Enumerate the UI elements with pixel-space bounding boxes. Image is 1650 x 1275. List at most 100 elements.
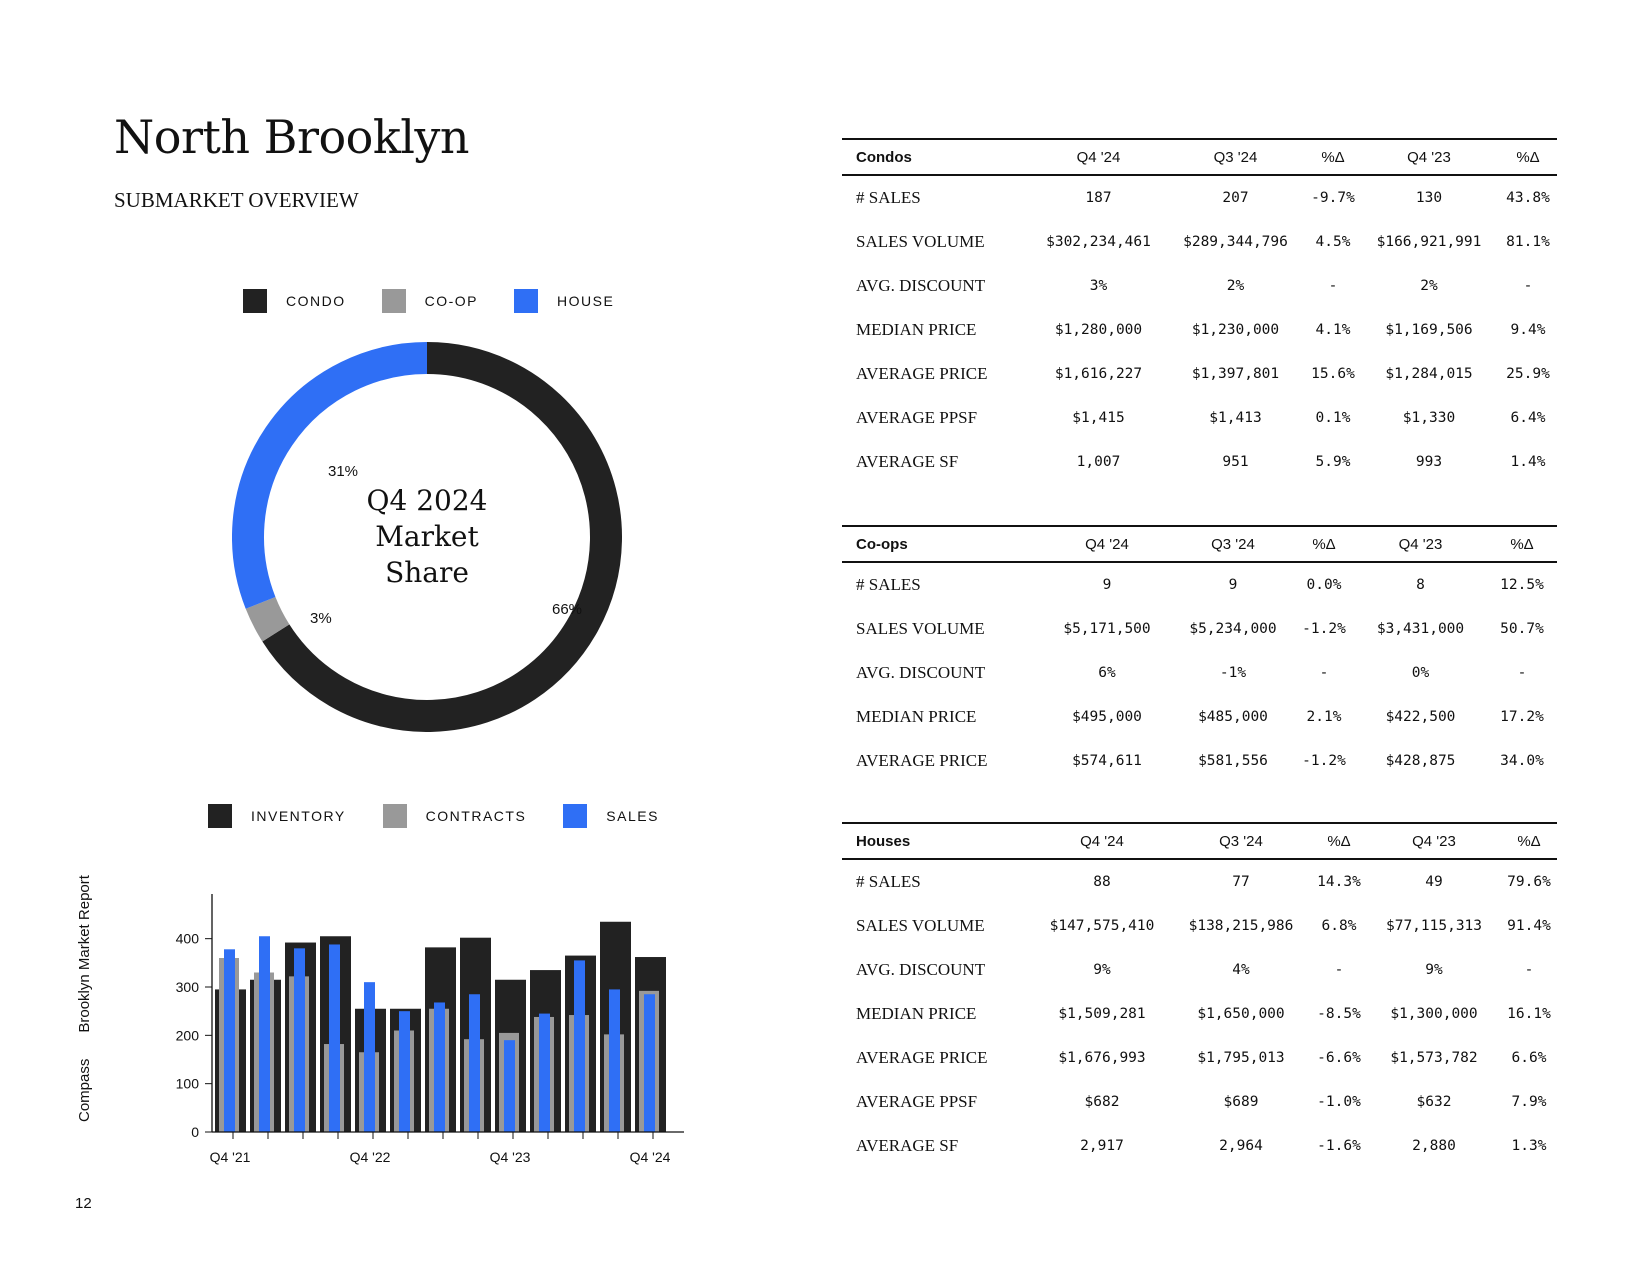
row-metric-label: AVERAGE PRICE [856,1048,988,1067]
table-cell: 5.9% [1315,454,1351,470]
table-row: AVG. DISCOUNT 3% 2% - 2% - [842,264,1557,308]
page-number: 12 [75,1195,92,1212]
column-header: %Δ [1294,525,1354,563]
table-cell: 9 [1102,577,1112,593]
table-cell: 49 [1425,874,1443,890]
table-cell: $166,921,991 [1376,234,1482,250]
table-cell: $1,330 [1402,410,1456,426]
legend-item-inventory: INVENTORY [208,804,346,828]
table-cell: 1.4% [1510,454,1546,470]
table-cell: 25.9% [1506,366,1550,382]
table-cell: $574,611 [1072,753,1142,769]
legend-swatch-sales [563,804,588,828]
row-metric-label: AVG. DISCOUNT [856,960,986,979]
table-cell: $1,300,000 [1390,1006,1478,1022]
table-cell: 79.6% [1507,874,1551,890]
table-cell: - [1523,278,1533,294]
column-header: Q4 '24 [1033,822,1171,860]
table-row: AVERAGE PRICE $1,676,993 $1,795,013 -6.6% $1… [842,1036,1557,1080]
table-cell: $1,573,782 [1390,1050,1478,1066]
column-header: Q3 '24 [1171,822,1311,860]
table-cell: $632 [1416,1094,1452,1110]
legend-label-inventory: INVENTORY [251,808,346,824]
donut-label-condo: 66% [552,601,583,618]
table-row: AVERAGE PRICE $574,611 $581,556 -1.2% $428,8… [842,739,1557,783]
coops-table-block: Co-ops Q4 '24 Q3 '24 %Δ Q4 '23 %Δ # SALE… [842,525,1557,783]
table-cell: -1.6% [1317,1138,1361,1154]
table-cell: $3,431,000 [1376,621,1465,637]
column-header: %Δ [1499,138,1557,176]
table-cell: 951 [1222,454,1249,470]
legend-swatch-condo [243,289,267,313]
column-header: %Δ [1501,822,1557,860]
quarterly-bar-chart: 0 100 200 300 400 Q4 '21 Q4 '22 Q4 '23 Q4 '24 [140,890,700,1185]
table-cell: $1,413 [1209,410,1262,426]
table-cell: -1% [1219,665,1247,681]
row-metric-label: # SALES [856,188,921,207]
table-cell: $1,650,000 [1197,1006,1285,1022]
sales-bar [469,994,480,1132]
y-tick-label: 400 [176,931,200,947]
legend-label-condo: CONDO [286,293,346,309]
table-cell: 8 [1416,577,1425,593]
side-report-label: Compass Brooklyn Market Report [76,875,93,1122]
row-metric-label: MEDIAN PRICE [856,1004,977,1023]
table-cell: 9 [1228,577,1238,593]
donut-center-line-2: Market [375,520,479,553]
table-cell: $1,795,013 [1197,1050,1285,1066]
houses-table: Houses Q4 '24 Q3 '24 %Δ Q4 '23 %Δ # SALE… [842,822,1557,1168]
table-cell: -1.0% [1317,1094,1361,1110]
table-row: AVERAGE PPSF $682 $689 -1.0% $632 7.9% [842,1080,1557,1124]
table-cell: 91.4% [1507,918,1551,934]
legend-swatch-coop [381,289,406,313]
table-cell: $682 [1084,1094,1120,1110]
table-cell: 130 [1415,190,1443,206]
table-cell: - [1319,665,1329,681]
legend-item-sales: SALES [563,804,659,828]
table-cell: $77,115,313 [1385,918,1483,934]
column-header: Q3 '24 [1164,138,1307,176]
table-cell: 4% [1232,962,1250,978]
condos-table-body: # SALES 187 207 -9.7% 130 43.8% SALES VOLUME $3… [842,175,1557,484]
table-cell: -8.5% [1317,1006,1361,1022]
table-cell: -1.2% [1302,621,1346,637]
legend-item-contracts: CONTRACTS [382,804,527,828]
table-row: # SALES 187 207 -9.7% 130 43.8% [842,175,1557,220]
legend-item-house: HOUSE [514,289,614,313]
donut-segment-condo [262,342,622,732]
donut-legend: CONDO CO-OP HOUSE [243,289,650,313]
table-cell: $1,676,993 [1058,1050,1146,1066]
x-tick-label: Q4 '24 [630,1149,671,1165]
table-row: MEDIAN PRICE $1,280,000 $1,230,000 4.1% $1,1… [842,308,1557,352]
row-metric-label: AVERAGE PRICE [856,751,988,770]
y-tick-label: 0 [191,1124,199,1140]
bar-chart-legend: INVENTORY CONTRACTS SALES [208,804,696,828]
table-cell: 1.3% [1511,1138,1547,1154]
table-cell: - [1328,278,1338,294]
table-cell: $1,230,000 [1191,322,1280,338]
condos-table-block: Condos Q4 '24 Q3 '24 %Δ Q4 '23 %Δ # SALE… [842,138,1557,484]
table-cell: $5,234,000 [1189,621,1277,637]
table-cell: 6.6% [1511,1050,1547,1066]
market-share-donut [232,342,622,732]
table-cell: $1,616,227 [1054,366,1143,382]
table-cell: - [1334,962,1344,978]
table-cell: 15.6% [1311,366,1355,382]
column-header: Q4 '24 [1033,138,1164,176]
row-metric-label: AVG. DISCOUNT [856,663,986,682]
table-cell: 88 [1093,874,1111,890]
table-cell: 6.8% [1321,918,1357,934]
table-cell: $689 [1223,1094,1259,1110]
table-cell: 2% [1420,278,1438,294]
x-tick-label: Q4 '21 [210,1149,251,1165]
row-metric-label: AVERAGE SF [856,452,959,471]
table-cell: 43.8% [1506,190,1550,206]
legend-item-coop: CO-OP [381,289,478,313]
table-cell: 3% [1089,278,1108,294]
side-label-report: Brooklyn Market Report [76,875,93,1033]
table-header-row: Condos Q4 '24 Q3 '24 %Δ Q4 '23 %Δ [842,138,1557,176]
donut-center-line-3: Share [385,556,469,589]
side-label-brand: Compass [76,1058,93,1122]
sales-bar [504,1040,515,1132]
legend-swatch-inventory [208,804,232,828]
